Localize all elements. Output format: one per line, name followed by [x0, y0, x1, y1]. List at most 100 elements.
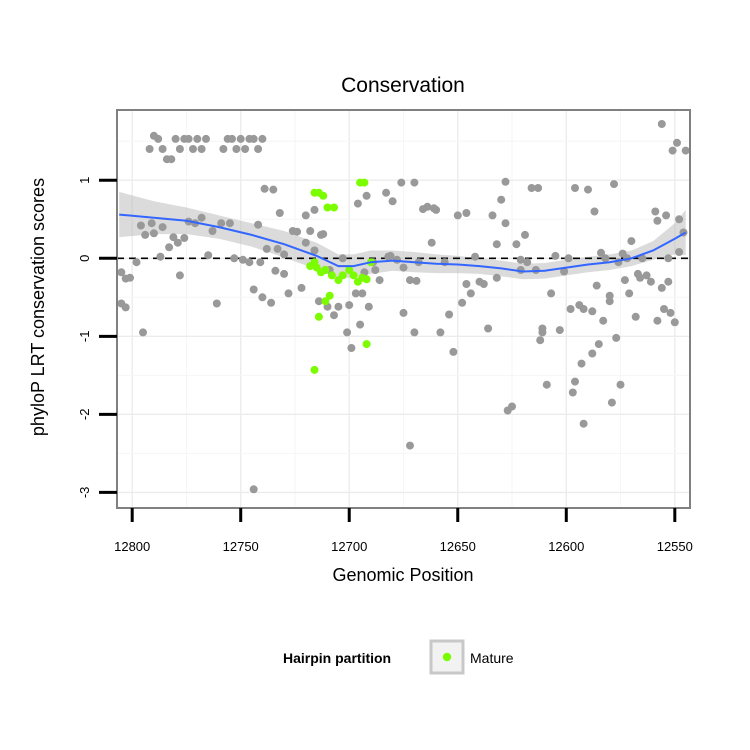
data-point-other — [560, 267, 569, 276]
data-point-other — [410, 178, 419, 187]
data-point-other — [399, 263, 408, 272]
data-point-other — [445, 310, 454, 319]
data-point-other — [175, 271, 184, 280]
data-point-mature — [356, 178, 365, 187]
data-point-other — [523, 258, 532, 267]
data-point-other — [262, 244, 271, 253]
data-point-other — [249, 285, 258, 294]
legend-key-mature — [442, 652, 452, 662]
data-point-other — [653, 316, 662, 325]
data-point-other — [353, 199, 362, 208]
x-tick-label: 12800 — [114, 539, 150, 554]
y-axis-title: phyloP LRT conservation scores — [28, 178, 48, 436]
data-point-other — [362, 191, 371, 200]
data-point-other — [149, 229, 158, 238]
data-point-other — [484, 324, 493, 333]
data-point-mature — [330, 203, 338, 212]
data-point-other — [462, 209, 471, 217]
data-point-other — [175, 145, 184, 153]
data-point-other — [406, 441, 414, 450]
data-point-other — [189, 145, 197, 153]
data-point-mature — [338, 271, 347, 280]
data-point-other — [232, 145, 241, 153]
data-point-other — [358, 289, 367, 298]
data-point-other — [228, 134, 236, 143]
data-point-other — [651, 207, 660, 216]
data-point-other — [117, 268, 126, 277]
y-tick-label: -2 — [77, 409, 92, 421]
data-point-other — [664, 277, 673, 286]
data-point-other — [256, 258, 265, 267]
data-point-other — [638, 254, 647, 263]
data-point-other — [310, 205, 319, 214]
data-point-other — [147, 219, 156, 228]
data-point-other — [145, 145, 154, 153]
data-point-other — [238, 255, 247, 264]
data-point-other — [126, 273, 134, 282]
data-point-mature — [327, 271, 336, 280]
data-point-other — [646, 277, 655, 286]
data-point-mature — [312, 263, 321, 272]
data-point-other — [219, 145, 228, 153]
data-point-other — [670, 318, 679, 327]
data-point-other — [141, 230, 150, 239]
data-point-other — [249, 134, 258, 143]
data-point-other — [429, 204, 438, 213]
data-point-other — [258, 293, 267, 302]
legend: Hairpin partition Mature — [283, 639, 514, 675]
data-point-other — [631, 312, 640, 321]
y-tick-label: 0 — [77, 255, 92, 262]
data-point-other — [347, 344, 356, 352]
data-point-other — [657, 120, 666, 128]
data-point-other — [197, 213, 206, 222]
data-point-other — [388, 197, 397, 206]
x-tick-label: 12750 — [223, 539, 259, 554]
data-point-other — [508, 402, 516, 411]
data-point-other — [406, 276, 414, 285]
y-tick-label: 1 — [77, 177, 92, 184]
data-point-other — [427, 238, 436, 247]
data-point-other — [620, 276, 629, 285]
data-point-other — [412, 276, 421, 285]
data-point-other — [681, 146, 690, 155]
data-point-other — [301, 238, 310, 247]
data-point-other — [501, 219, 510, 228]
data-point-other — [642, 271, 651, 280]
data-point-other — [542, 380, 551, 389]
data-point-other — [314, 297, 323, 306]
data-point-other — [571, 184, 579, 192]
data-point-mature — [362, 275, 371, 284]
data-point-other — [193, 134, 202, 143]
data-point-mature — [345, 266, 354, 274]
data-point-other — [453, 211, 462, 220]
data-point-other — [564, 254, 573, 263]
data-point-other — [551, 251, 560, 260]
data-point-other — [673, 138, 681, 147]
data-point-other — [136, 221, 145, 230]
data-point-other — [260, 184, 269, 193]
data-point-other — [334, 302, 343, 311]
data-point-other — [653, 216, 662, 225]
data-point-other — [271, 266, 280, 275]
chart-title: Conservation — [341, 74, 465, 97]
data-point-other — [345, 301, 354, 310]
data-point-other — [139, 328, 147, 337]
data-point-other — [538, 324, 547, 333]
data-point-other — [280, 250, 289, 259]
data-point-other — [158, 223, 167, 232]
data-point-other — [471, 252, 480, 261]
data-point-other — [488, 211, 497, 220]
data-point-mature — [319, 191, 328, 200]
data-point-other — [590, 207, 599, 216]
data-point-other — [202, 134, 210, 143]
data-point-other — [241, 145, 250, 153]
data-point-other — [356, 320, 365, 329]
data-point-mature — [310, 365, 319, 374]
plot-panel-border — [116, 109, 691, 509]
mature-points — [306, 178, 375, 374]
data-point-other — [410, 328, 419, 337]
data-point-other — [212, 299, 221, 308]
data-point-other — [297, 283, 306, 292]
data-point-other — [375, 276, 384, 285]
